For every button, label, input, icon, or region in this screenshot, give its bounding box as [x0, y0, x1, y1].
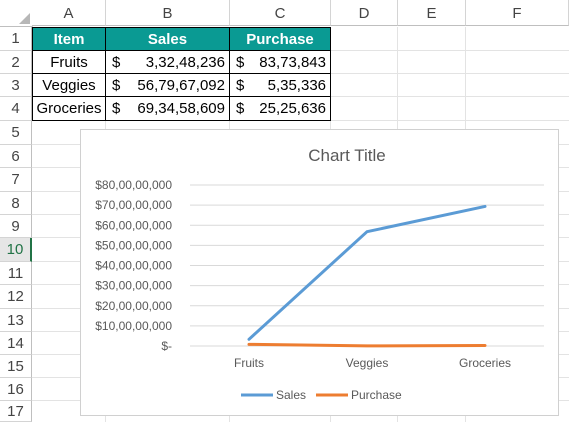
series-line-purchase [247, 342, 487, 348]
row-header-17[interactable]: 17 [0, 401, 32, 422]
x-tick-label: Groceries [459, 356, 511, 370]
purchase-cell[interactable]: $83,73,843 [230, 51, 331, 74]
row-header-10[interactable]: 10 [0, 238, 32, 262]
sales-value: 56,79,67,092 [137, 77, 225, 94]
y-tick-label: $80,00,00,000 [95, 178, 172, 192]
header-cell-sales[interactable]: Sales [106, 27, 230, 51]
column-header-e[interactable]: E [398, 0, 466, 26]
row-header-4[interactable]: 4 [0, 97, 32, 121]
sales-value: 3,32,48,236 [145, 54, 225, 71]
purchase-value: 5,35,336 [267, 77, 326, 94]
row-header-3[interactable]: 3 [0, 74, 32, 97]
select-all-button[interactable] [0, 0, 33, 27]
purchase-cell[interactable]: $5,35,336 [230, 74, 331, 97]
item-cell[interactable]: Fruits [32, 51, 106, 74]
sales-cell[interactable]: $3,32,48,236 [106, 51, 230, 74]
sales-cell[interactable]: $69,34,58,609 [106, 97, 230, 121]
sales-cell[interactable]: $56,79,67,092 [106, 74, 230, 97]
column-header-a[interactable]: A [32, 0, 106, 26]
header-cell-item[interactable]: Item [32, 27, 106, 51]
y-tick-label: $20,00,00,000 [95, 299, 172, 313]
row-header-15[interactable]: 15 [0, 355, 32, 378]
row-header-12[interactable]: 12 [0, 285, 32, 309]
x-tick-label: Veggies [346, 356, 389, 370]
currency-symbol: $ [236, 54, 245, 71]
purchase-value: 25,25,636 [259, 100, 326, 117]
line-chart[interactable]: Chart Title $- $10,00,00,000 $20,00,00,000 $… [80, 129, 559, 416]
currency-symbol: $ [112, 100, 121, 117]
column-header-d[interactable]: D [331, 0, 398, 26]
y-tick-label: $60,00,00,000 [95, 218, 172, 232]
row-header-16[interactable]: 16 [0, 378, 32, 401]
item-cell[interactable]: Groceries [32, 97, 106, 121]
chart-title: Chart Title [308, 146, 385, 165]
select-all-triangle-icon [19, 13, 30, 24]
y-tick-label: $70,00,00,000 [95, 198, 172, 212]
currency-symbol: $ [236, 77, 245, 94]
column-header-b[interactable]: B [106, 0, 230, 26]
row-header-1[interactable]: 1 [0, 27, 32, 51]
chart-canvas: Chart Title $- $10,00,00,000 $20,00,00,000 $… [95, 146, 544, 402]
row-header-9[interactable]: 9 [0, 215, 32, 238]
y-tick-label: $30,00,00,000 [95, 279, 172, 293]
legend-label-purchase: Purchase [351, 388, 402, 402]
y-tick-label: $50,00,00,000 [95, 238, 172, 252]
row-header-6[interactable]: 6 [0, 145, 32, 168]
header-cell-purchase[interactable]: Purchase [230, 27, 331, 51]
y-tick-label: $- [161, 339, 172, 353]
series-line-sales [247, 204, 487, 341]
x-tick-label: Fruits [234, 356, 264, 370]
y-tick-label: $40,00,00,000 [95, 259, 172, 273]
currency-symbol: $ [112, 77, 121, 94]
y-tick-label: $10,00,00,000 [95, 319, 172, 333]
row-header-7[interactable]: 7 [0, 168, 32, 192]
row-header-8[interactable]: 8 [0, 192, 32, 215]
legend-label-sales: Sales [276, 388, 306, 402]
purchase-cell[interactable]: $25,25,636 [230, 97, 331, 121]
item-cell[interactable]: Veggies [32, 74, 106, 97]
row-header-13[interactable]: 13 [0, 309, 32, 332]
row-header-2[interactable]: 2 [0, 51, 32, 74]
currency-symbol: $ [112, 54, 121, 71]
column-header-f[interactable]: F [466, 0, 569, 26]
currency-symbol: $ [236, 100, 245, 117]
row-header-11[interactable]: 11 [0, 262, 32, 285]
sales-value: 69,34,58,609 [137, 100, 225, 117]
column-header-c[interactable]: C [230, 0, 331, 26]
row-header-14[interactable]: 14 [0, 332, 32, 355]
row-header-5[interactable]: 5 [0, 121, 32, 145]
purchase-value: 83,73,843 [259, 54, 326, 71]
